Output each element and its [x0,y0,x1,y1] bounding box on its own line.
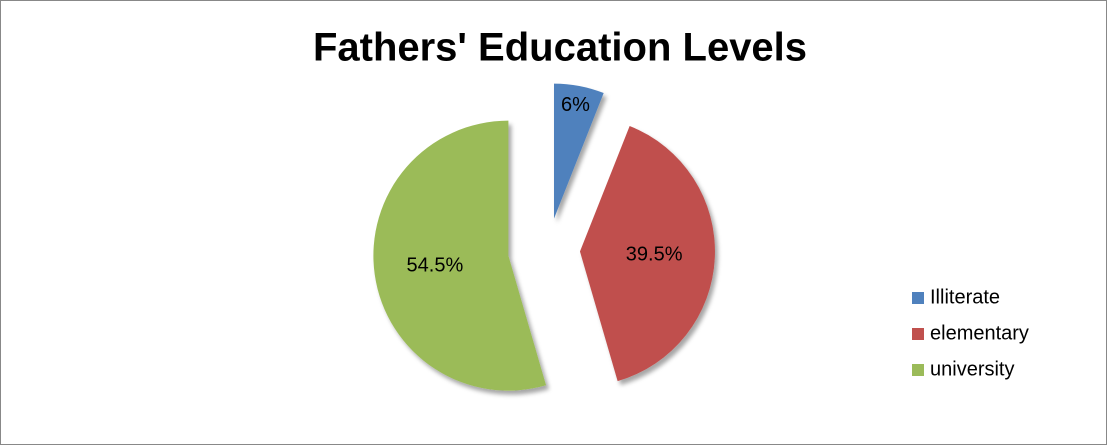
pie-slice [373,120,547,391]
legend-label: elementary [930,322,1029,344]
legend-swatch [912,292,924,304]
legend-label: university [930,358,1014,380]
legend-swatch [912,364,924,376]
chart-title: Fathers' Education Levels [313,26,807,70]
legend-label: Illiterate [930,286,1000,308]
pie-slice [553,83,604,219]
legend-swatch [912,328,924,340]
data-label: 54.5% [407,254,464,276]
pie-slice [579,125,715,382]
data-label: 39.5% [626,243,683,265]
data-label: 6% [561,94,590,116]
